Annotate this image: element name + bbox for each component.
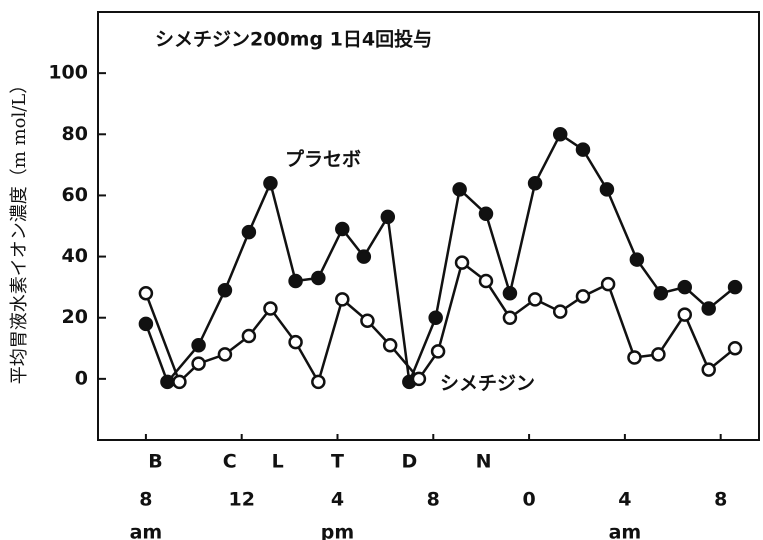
data-point <box>428 310 443 325</box>
meal-label: D <box>401 451 417 473</box>
x-tick-label: 0 <box>522 489 535 511</box>
data-point <box>599 182 615 197</box>
data-point <box>382 337 398 353</box>
period-label: pm <box>321 522 354 540</box>
x-tick-label: 8 <box>714 489 727 511</box>
data-point <box>172 374 187 390</box>
data-point <box>360 313 375 329</box>
data-point <box>478 206 494 222</box>
data-point <box>552 127 568 142</box>
x-tick-label: 12 <box>228 489 254 511</box>
chart-title: シメチジン200mg 1日4回投与 <box>155 28 432 51</box>
data-point <box>288 334 303 350</box>
data-point <box>241 328 257 344</box>
data-point <box>651 347 666 362</box>
annotation: シメチジン <box>440 373 535 395</box>
period-label: am <box>130 522 163 540</box>
y-tick-label: 100 <box>48 62 88 84</box>
data-point <box>478 273 494 289</box>
data-point <box>527 175 543 191</box>
data-point <box>411 371 427 387</box>
data-point <box>160 374 175 390</box>
meal-label: L <box>272 451 284 473</box>
data-point <box>191 356 206 371</box>
data-point <box>138 286 154 301</box>
data-point <box>727 279 743 295</box>
data-point <box>263 175 278 191</box>
x-tick-label: 8 <box>427 489 440 511</box>
data-point <box>335 221 350 237</box>
data-point <box>677 307 693 322</box>
data-point <box>454 255 470 270</box>
y-tick-label: 0 <box>75 367 88 389</box>
data-point <box>600 276 616 292</box>
data-point <box>138 316 154 332</box>
period-label: am <box>609 522 642 540</box>
data-point <box>575 289 591 304</box>
data-point <box>502 286 518 301</box>
data-point <box>575 142 591 157</box>
meal-label: B <box>148 451 162 473</box>
data-point <box>217 347 233 362</box>
data-point <box>627 350 642 365</box>
data-point <box>241 224 257 240</box>
data-point <box>677 279 693 295</box>
data-point <box>430 344 446 359</box>
data-point <box>701 301 716 316</box>
meal-label: T <box>331 451 344 473</box>
y-tick-label: 60 <box>62 184 88 206</box>
y-tick-label: 80 <box>62 123 88 145</box>
data-point <box>727 341 743 356</box>
data-point <box>263 301 278 316</box>
x-tick-label: 4 <box>618 489 631 511</box>
y-axis-label: 平均胃液水素イオン濃度（m mol/L） <box>9 76 30 384</box>
data-point <box>380 209 396 225</box>
annotation: プラセボ <box>285 148 361 171</box>
data-point <box>311 270 326 286</box>
meal-label: C <box>223 451 237 473</box>
y-tick-label: 40 <box>62 245 88 267</box>
data-point <box>629 252 645 267</box>
x-tick-label: 8 <box>139 489 152 511</box>
data-point <box>527 292 543 307</box>
data-point <box>452 182 467 197</box>
data-point <box>191 337 206 353</box>
data-point <box>552 304 568 319</box>
data-point <box>311 374 326 390</box>
data-point <box>288 273 303 289</box>
data-point <box>502 310 518 325</box>
data-point <box>335 292 350 307</box>
data-point <box>356 249 372 264</box>
data-point <box>217 282 233 298</box>
x-tick-label: 4 <box>331 489 344 511</box>
meal-label: N <box>476 451 492 473</box>
data-point <box>701 362 716 377</box>
plot-frame <box>97 11 760 441</box>
y-tick-label: 20 <box>62 306 88 328</box>
data-point <box>653 286 669 301</box>
